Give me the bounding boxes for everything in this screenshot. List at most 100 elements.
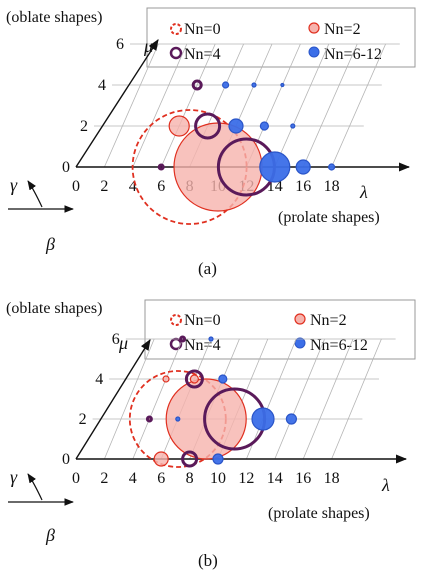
y-tick-label: 2: [79, 411, 87, 428]
bubble-nn612: [251, 407, 275, 431]
gamma-symbol: γ: [10, 175, 18, 195]
bubble-nn612: [218, 374, 228, 384]
bubble-nn2: [189, 374, 199, 384]
legend-label-nn2: Nn=2: [324, 21, 361, 38]
grid-line: [274, 338, 325, 460]
x-tick-label: 0: [72, 470, 80, 487]
x-tick-labels: 0 2 4 6 8 10 12 14 16 18: [72, 470, 340, 487]
grid-line: [246, 338, 297, 460]
x-tick-label: 16: [295, 470, 311, 487]
bubble-nn4: [145, 415, 153, 423]
bubble-nn4: [181, 450, 199, 468]
legend-label-nn4: Nn=4: [184, 337, 221, 354]
bubble-nn2: [165, 378, 247, 460]
gamma-arc-arrow: [27, 473, 43, 501]
x-tick-label: 18: [324, 178, 340, 195]
gamma-arc-arrow: [27, 180, 43, 208]
y-tick-label: 2: [80, 118, 88, 135]
y-tick-labels: 0 2 4 6: [62, 36, 124, 176]
panel-caption: (b): [198, 551, 218, 570]
bubble-nn4: [191, 79, 203, 91]
x-tick-label: 6: [157, 470, 165, 487]
oblate-label: (oblate shapes): [6, 300, 102, 317]
bubbles: [128, 335, 297, 468]
y-axis: [75, 339, 151, 460]
y-tick-labels: 0 2 4 6: [62, 331, 120, 468]
y-axis-symbol: μ: [118, 333, 128, 353]
bubble-nn4: [184, 369, 204, 389]
grid-line: [132, 43, 188, 168]
grid-line: [132, 338, 183, 460]
legend-marker-nn2: [294, 313, 306, 325]
bubble-nn612: [295, 159, 311, 175]
gamma-symbol: γ: [10, 467, 18, 487]
x-tick-label: 8: [186, 470, 194, 487]
y-tick-label: 0: [62, 159, 70, 176]
grid-line: [160, 43, 216, 168]
legend-marker-nn0: [170, 314, 182, 326]
bubble-nn4: [157, 163, 165, 171]
x-tick-label: 12: [238, 470, 254, 487]
x-tick-label: 0: [72, 178, 80, 195]
y-axis-symbol: μ: [143, 36, 153, 56]
legend-marker-nn4: [169, 46, 183, 60]
x-axis-symbol: λ: [381, 475, 390, 495]
legend-marker-nn612: [308, 46, 320, 58]
legend-marker-nn2: [308, 22, 320, 34]
legend-label-nn0: Nn=0: [184, 21, 221, 38]
x-tick-label: 2: [100, 470, 108, 487]
legend-label-nn4: Nn=4: [184, 46, 221, 63]
panel-caption: (a): [198, 259, 217, 278]
bubble-nn612: [175, 416, 181, 422]
bubble-nn612: [251, 82, 257, 88]
beta-symbol: β: [45, 234, 55, 254]
x-tick-label: 14: [267, 470, 283, 487]
bubble-nn2: [153, 451, 169, 467]
bubble-nn612: [212, 453, 224, 465]
bubble-nn612: [285, 413, 297, 425]
beta-symbol: β: [45, 525, 55, 545]
bubble-nn612: [259, 151, 291, 183]
gamma-beta-indicator: γ β: [8, 467, 74, 545]
y-tick-label: 4: [98, 77, 106, 94]
x-axis-symbol: λ: [359, 182, 368, 202]
gamma-beta-indicator: γ β: [8, 175, 74, 254]
bubble-nn612: [259, 121, 269, 131]
grid-line: [302, 338, 354, 460]
grid-line: [274, 43, 330, 168]
y-tick-label: 6: [112, 331, 120, 348]
x-tick-label: 10: [210, 470, 226, 487]
x-tick-label: 2: [100, 178, 108, 195]
legend-label-nn0: Nn=0: [184, 312, 221, 329]
y-axis: [75, 39, 159, 168]
bubble-nn2: [162, 375, 170, 383]
legend-label-nn2: Nn=2: [310, 312, 347, 329]
y-tick-label: 6: [116, 36, 124, 53]
grid: [94, 43, 400, 168]
prolate-label: (prolate shapes): [278, 209, 380, 226]
grid-line: [331, 338, 382, 460]
legend-box: [146, 7, 416, 68]
legend-label-nn612: Nn=6-12: [310, 337, 368, 354]
legend: Nn=0 Nn=2 Nn=4 Nn=6-12: [144, 299, 416, 360]
bubble-nn612: [290, 123, 296, 129]
x-tick-label: 6: [157, 178, 165, 195]
x-tick-label: 16: [295, 178, 311, 195]
panel-a: (oblate shapes) Nn=0 Nn=2 Nn=4 Nn=6-12 λ…: [6, 7, 416, 278]
oblate-label: (oblate shapes): [6, 9, 102, 26]
legend-marker-nn612: [294, 337, 306, 349]
bubble-nn612: [222, 81, 230, 89]
bubble-nn4: [194, 112, 222, 140]
bubbles: [131, 79, 336, 225]
bubble-nn4: [179, 335, 187, 343]
grid-line: [104, 43, 159, 168]
prolate-label: (prolate shapes): [268, 505, 370, 522]
legend: Nn=0 Nn=2 Nn=4 Nn=6-12: [146, 7, 416, 68]
y-tick-label: 0: [62, 451, 70, 468]
bubble-nn2: [168, 115, 190, 137]
bubble-nn612: [228, 118, 244, 134]
x-tick-label: 4: [129, 470, 137, 487]
grid-line: [331, 43, 386, 168]
panel-b: (oblate shapes) Nn=0 Nn=2 Nn=4 Nn=6-12 λ…: [6, 299, 416, 570]
